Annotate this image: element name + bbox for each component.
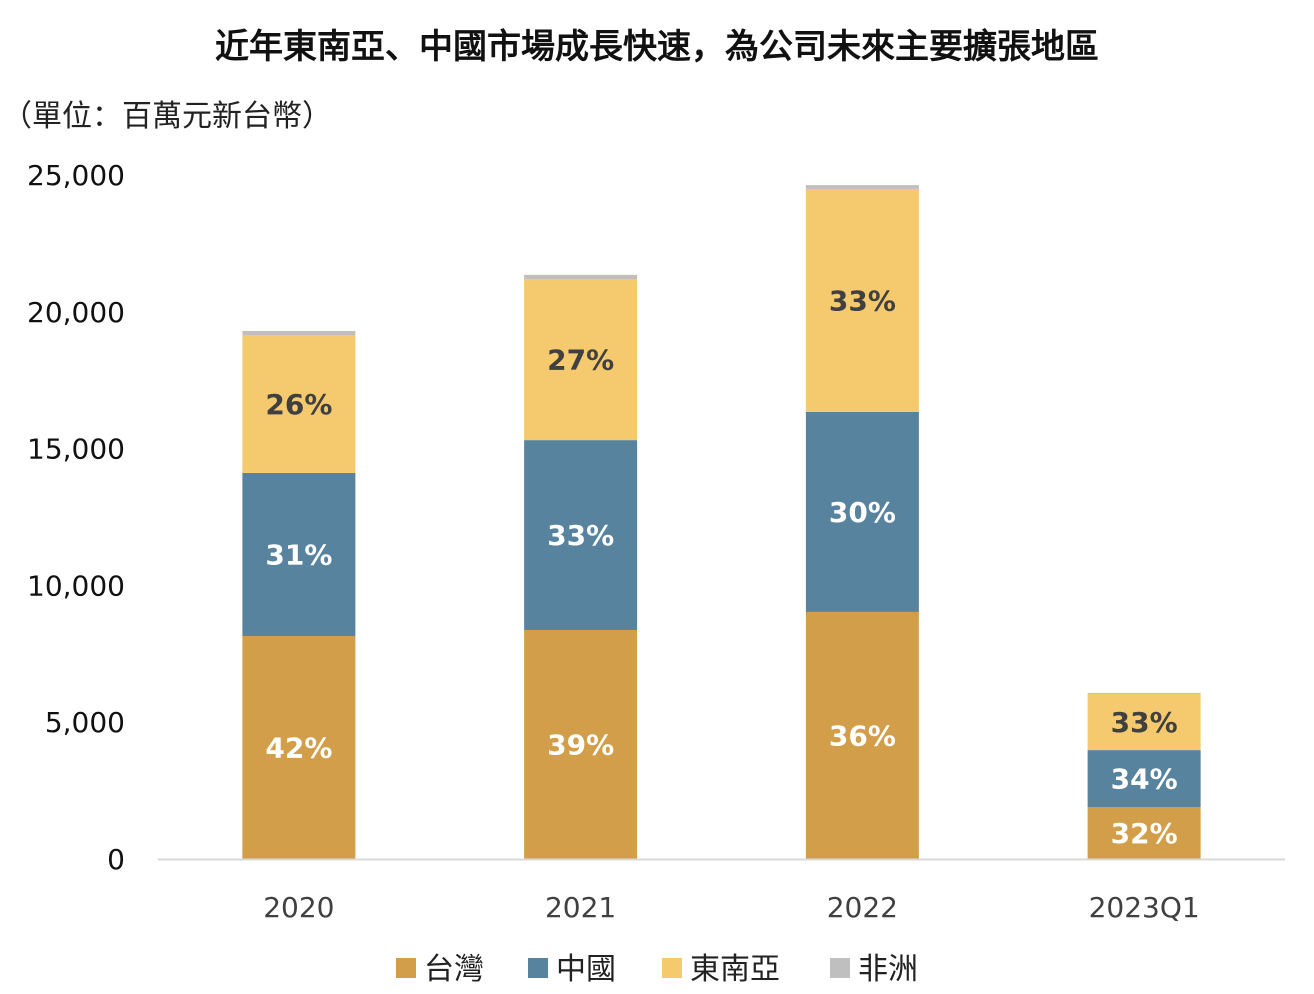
legend-swatch [662,958,682,978]
legend-swatch [830,958,850,978]
data-label: 34% [1111,763,1178,796]
data-label: 36% [829,719,896,752]
data-label: 39% [547,728,614,761]
data-label: 33% [829,284,896,317]
data-label: 32% [1111,817,1178,850]
bar-segment [805,185,919,189]
data-label: 30% [829,496,896,529]
bar-segment [1087,750,1201,808]
x-tick-label: 2021 [545,891,616,924]
data-label: 33% [547,519,614,552]
bar-segment [242,335,356,473]
data-label: 42% [265,732,332,765]
bar-segment [1087,694,1201,751]
bar-segment [242,472,356,637]
data-label: 33% [1111,706,1178,739]
bar-segment [242,330,356,336]
y-tick-label: 20,000 [27,296,125,329]
bar-segment [524,440,638,630]
legend-label: 東南亞 [690,952,780,987]
bar-segment [1087,807,1201,859]
bar-segment [805,411,919,612]
legend-label: 台灣 [424,952,484,987]
x-tick-label: 2023Q1 [1089,891,1200,924]
x-tick-label: 2022 [827,891,898,924]
bar-segment [805,611,919,859]
legend-swatch [528,958,548,978]
y-tick-label: 0 [107,843,125,876]
bar-segment [242,636,356,859]
y-tick-label: 5,000 [45,706,125,739]
bar-segment [524,274,638,279]
data-label: 27% [547,344,614,377]
bar-segment [805,188,919,412]
legend-swatch [396,958,416,978]
bar-segment [1087,692,1201,695]
x-tick-label: 2020 [263,891,334,924]
bar-segment [524,278,638,441]
legend-label: 中國 [556,952,616,987]
chart-title: 近年東南亞、中國市場成長快速，為公司未來主要擴張地區 [215,27,1099,67]
y-tick-label: 25,000 [27,159,125,192]
data-label: 26% [265,388,332,421]
y-tick-label: 15,000 [27,433,125,466]
y-tick-label: 10,000 [27,569,125,602]
legend-label: 非洲 [858,952,918,987]
data-label: 31% [265,538,332,571]
unit-label: （單位：百萬元新台幣） [2,99,332,134]
bar-segment [524,629,638,859]
